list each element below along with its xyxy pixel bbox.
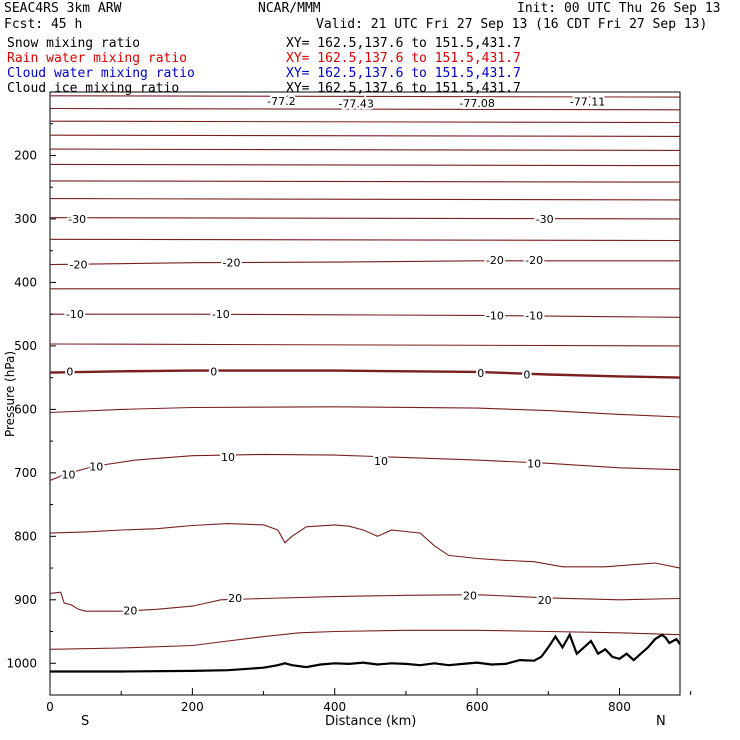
contour-line <box>49 629 681 650</box>
contour-line <box>49 260 680 266</box>
contour-label: -77.43 <box>338 97 373 110</box>
field-label-cloud-water: Cloud water mixing ratio <box>7 66 195 81</box>
field-xy-rain: XY= 162.5,137.6 to 151.5,431.7 <box>286 51 521 66</box>
contour-line <box>49 95 681 98</box>
y-tick-label: 300 <box>14 212 37 226</box>
field-xy-snow: XY= 162.5,137.6 to 151.5,431.7 <box>286 36 521 51</box>
contour-label: 0 <box>523 369 530 382</box>
contour-label: 0 <box>66 365 73 378</box>
model-title: SEAC4RS 3km ARW <box>4 1 122 16</box>
init-time: Init: 00 UTC Thu 26 Sep 13 <box>517 1 721 16</box>
contour-line <box>49 148 681 151</box>
contour-label: 0 <box>210 365 217 378</box>
x-tick-label: 400 <box>323 700 346 714</box>
field-label-rain: Rain water mixing ratio <box>7 51 188 66</box>
contour-label: -30 <box>68 213 86 226</box>
contour-line <box>49 591 681 612</box>
contour-line <box>49 120 681 124</box>
x-tick-label: 800 <box>608 700 631 714</box>
contour-label: 20 <box>538 594 552 607</box>
field-label-snow: Snow mixing ratio <box>7 36 141 51</box>
y-tick-label: 200 <box>14 148 37 162</box>
contour-label: 10 <box>62 469 76 482</box>
plot-frame <box>49 91 681 696</box>
y-axis-title: Pressure (hPa) <box>3 351 17 437</box>
contour-label: -77.11 <box>570 96 605 109</box>
contour-line <box>49 369 681 379</box>
contour-line <box>49 343 681 347</box>
contour-label: -10 <box>525 309 543 322</box>
y-tick-label: 400 <box>14 275 37 289</box>
y-tick-label: 500 <box>14 339 37 353</box>
y-tick-label: 900 <box>14 593 37 607</box>
contour-label: -10 <box>66 308 84 321</box>
contour-labels: -77.43 -77.08 -77.11 -77.2 -30 -30 -20 -20 -20 -2… <box>60 93 608 620</box>
contour-line <box>49 198 681 201</box>
contour-label: -20 <box>525 254 543 267</box>
contour-label: -20 <box>223 257 241 270</box>
terrain-line <box>50 632 681 673</box>
y-tick-label: 700 <box>14 466 37 480</box>
x-axis-title: Distance (km) <box>325 714 416 729</box>
contour-label: 20 <box>123 605 137 618</box>
contour-line <box>49 217 681 220</box>
x-tick-label: 600 <box>466 700 489 714</box>
contour-line <box>49 163 681 167</box>
contour-label: -10 <box>212 308 230 321</box>
axes: 0 200 400 600 800200300400500600700800900100… <box>6 123 692 714</box>
contour-label: 10 <box>527 457 541 470</box>
contour-label: -20 <box>70 259 88 272</box>
field-xy-cloud-water: XY= 162.5,137.6 to 151.5,431.7 <box>286 66 521 81</box>
forecast-hour: Fcst: 45 h <box>4 17 83 32</box>
contour-label: -77.08 <box>459 97 494 110</box>
contour-line <box>49 180 681 183</box>
terrain-profile <box>50 632 681 673</box>
y-tick-label: 1000 <box>6 656 37 670</box>
contour-line <box>49 453 681 482</box>
y-tick-label: 600 <box>14 402 37 416</box>
contour-line <box>49 406 681 418</box>
contour-label: 10 <box>89 461 103 474</box>
contour-line <box>49 238 681 242</box>
contour-label: -77.2 <box>267 95 295 108</box>
contour-label: -30 <box>536 213 554 226</box>
valid-time: Valid: 21 UTC Fri 27 Sep 13 (16 CDT Fri … <box>316 17 708 32</box>
x-tick-label: 0 <box>46 700 54 714</box>
contour-line <box>49 107 681 111</box>
organization-label: NCAR/MMM <box>258 1 321 16</box>
south-label: S <box>81 714 89 729</box>
contour-line <box>49 523 681 569</box>
x-tick-label: 200 <box>181 700 204 714</box>
contour-line <box>50 313 681 318</box>
contour-label: 10 <box>221 451 235 464</box>
contour-label: -20 <box>486 254 504 267</box>
contour-label: -10 <box>486 309 504 322</box>
north-label: N <box>656 714 666 729</box>
temperature-contours <box>49 95 681 650</box>
y-tick-label: 800 <box>14 529 37 543</box>
contour-label: 0 <box>477 367 484 380</box>
contour-line <box>49 134 681 137</box>
contour-label: 20 <box>463 589 477 602</box>
contour-label: 10 <box>374 455 388 468</box>
contour-label: 20 <box>228 592 242 605</box>
